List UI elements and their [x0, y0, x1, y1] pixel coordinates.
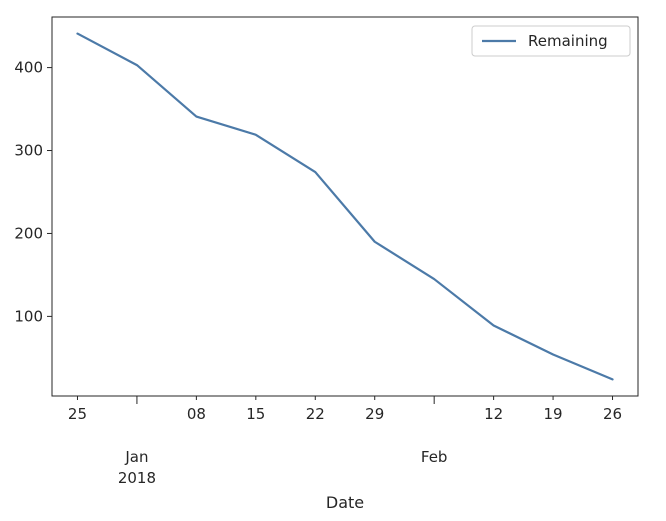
legend-label: Remaining: [528, 32, 608, 50]
x-tick-label: 12: [484, 405, 503, 423]
x-tick-label: 19: [544, 405, 563, 423]
x-major-tick-year-label: 2018: [118, 469, 156, 487]
x-tick-label: 08: [187, 405, 206, 423]
x-major-tick-label: Jan: [124, 448, 148, 466]
legend-box: [471, 25, 631, 57]
plot-frame: [51, 16, 639, 397]
y-tick-label: 100: [14, 307, 43, 325]
y-tick-label: 400: [14, 59, 43, 77]
x-tick-label: 22: [306, 405, 325, 423]
y-tick-label: 300: [14, 142, 43, 160]
x-tick-label: 26: [603, 405, 622, 423]
y-tick-label: 200: [14, 224, 43, 242]
x-axis-label: Date: [326, 493, 364, 512]
x-tick-label: 29: [365, 405, 384, 423]
x-tick-label: 15: [246, 405, 265, 423]
series-line-remaining: [76, 32, 614, 381]
x-tick-label: 25: [68, 405, 87, 423]
x-major-tick-label: Feb: [421, 448, 448, 466]
